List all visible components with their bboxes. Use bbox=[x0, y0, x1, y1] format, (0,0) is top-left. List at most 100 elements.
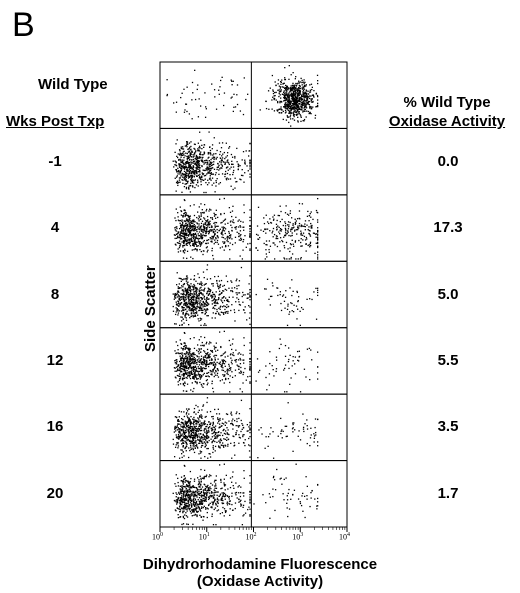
scatter-point bbox=[184, 109, 186, 111]
scatter-point bbox=[185, 493, 188, 496]
scatter-point bbox=[188, 408, 190, 410]
scatter-point bbox=[197, 168, 199, 171]
scatter-point bbox=[184, 229, 186, 231]
scatter-point bbox=[181, 167, 183, 169]
scatter-point bbox=[203, 229, 205, 231]
scatter-point bbox=[290, 112, 292, 115]
scatter-point bbox=[191, 151, 194, 153]
scatter-point bbox=[227, 305, 230, 308]
scatter-point bbox=[204, 484, 206, 486]
scatter-point bbox=[288, 101, 290, 103]
scatter-point bbox=[300, 120, 302, 123]
scatter-point bbox=[291, 98, 293, 100]
scatter-point bbox=[186, 228, 188, 231]
scatter-point bbox=[193, 160, 195, 163]
scatter-point bbox=[200, 283, 202, 286]
scatter-point bbox=[292, 431, 294, 433]
scatter-point bbox=[283, 300, 286, 302]
scatter-point bbox=[181, 365, 184, 367]
scatter-point bbox=[187, 235, 190, 237]
scatter-point bbox=[197, 150, 199, 152]
scatter-point bbox=[309, 437, 312, 439]
scatter-point bbox=[206, 292, 208, 294]
scatter-point bbox=[190, 166, 193, 168]
scatter-point bbox=[191, 168, 193, 170]
scatter-point bbox=[295, 91, 297, 93]
scatter-point bbox=[317, 231, 319, 233]
scatter-point bbox=[249, 242, 251, 245]
scatter-point bbox=[308, 232, 310, 235]
scatter-point bbox=[191, 431, 194, 434]
scatter-point bbox=[281, 228, 283, 231]
scatter-point bbox=[200, 237, 202, 239]
scatter-point bbox=[309, 111, 311, 114]
scatter-point bbox=[184, 437, 186, 439]
scatter-point bbox=[214, 429, 216, 431]
scatter-point bbox=[277, 287, 279, 289]
scatter-point bbox=[177, 375, 180, 377]
scatter-point bbox=[196, 250, 198, 252]
scatter-point bbox=[180, 435, 182, 437]
scatter-point bbox=[219, 283, 222, 286]
scatter-point bbox=[238, 359, 240, 361]
scatter-point bbox=[177, 447, 179, 449]
scatter-point bbox=[179, 231, 181, 233]
scatter-point bbox=[218, 413, 221, 415]
scatter-point bbox=[200, 366, 202, 368]
scatter-point bbox=[201, 444, 204, 447]
scatter-point bbox=[190, 163, 192, 165]
scatter-point bbox=[294, 356, 297, 358]
scatter-point bbox=[212, 299, 215, 301]
scatter-point bbox=[183, 296, 185, 298]
scatter-point bbox=[183, 455, 185, 457]
scatter-point bbox=[180, 285, 183, 287]
scatter-point bbox=[301, 224, 303, 227]
scatter-point bbox=[184, 209, 186, 212]
scatter-point bbox=[293, 115, 295, 118]
scatter-point bbox=[210, 209, 212, 211]
scatter-point bbox=[194, 225, 196, 228]
scatter-point bbox=[183, 331, 186, 334]
scatter-point bbox=[223, 484, 226, 486]
scatter-point bbox=[269, 245, 272, 247]
scatter-point bbox=[288, 105, 291, 108]
scatter-point bbox=[201, 165, 203, 168]
scatter-point bbox=[199, 424, 201, 427]
scatter-point bbox=[220, 488, 222, 490]
scatter-point bbox=[203, 223, 205, 225]
scatter-point bbox=[191, 382, 193, 384]
scatter-point bbox=[275, 84, 277, 87]
scatter-point bbox=[178, 305, 180, 307]
scatter-point bbox=[189, 223, 191, 225]
scatter-point bbox=[185, 164, 187, 166]
scatter-point bbox=[193, 352, 195, 354]
scatter-point bbox=[200, 363, 203, 365]
scatter-point bbox=[185, 187, 188, 190]
scatter-point bbox=[175, 301, 177, 303]
scatter-point bbox=[242, 427, 245, 429]
scatter-point bbox=[225, 422, 228, 424]
scatter-point bbox=[307, 244, 309, 247]
scatter-point bbox=[187, 231, 189, 233]
scatter-point bbox=[225, 377, 227, 380]
scatter-point bbox=[311, 359, 313, 361]
scatter-point bbox=[187, 155, 190, 157]
scatter-point bbox=[188, 305, 190, 307]
scatter-point bbox=[189, 231, 191, 233]
scatter-point bbox=[203, 297, 205, 299]
scatter-point bbox=[295, 114, 297, 116]
scatter-point bbox=[200, 440, 203, 442]
scatter-point bbox=[195, 430, 198, 433]
scatter-point bbox=[177, 369, 179, 372]
scatter-point bbox=[180, 310, 183, 312]
scatter-point bbox=[305, 250, 307, 252]
scatter-point bbox=[193, 416, 195, 419]
scatter-point bbox=[292, 100, 295, 103]
scatter-point bbox=[221, 164, 223, 166]
scatter-point bbox=[217, 312, 220, 314]
scatter-point bbox=[184, 249, 186, 252]
scatter-point bbox=[243, 181, 245, 183]
scatter-point bbox=[182, 382, 184, 385]
scatter-point bbox=[200, 242, 203, 244]
scatter-point bbox=[176, 425, 179, 427]
